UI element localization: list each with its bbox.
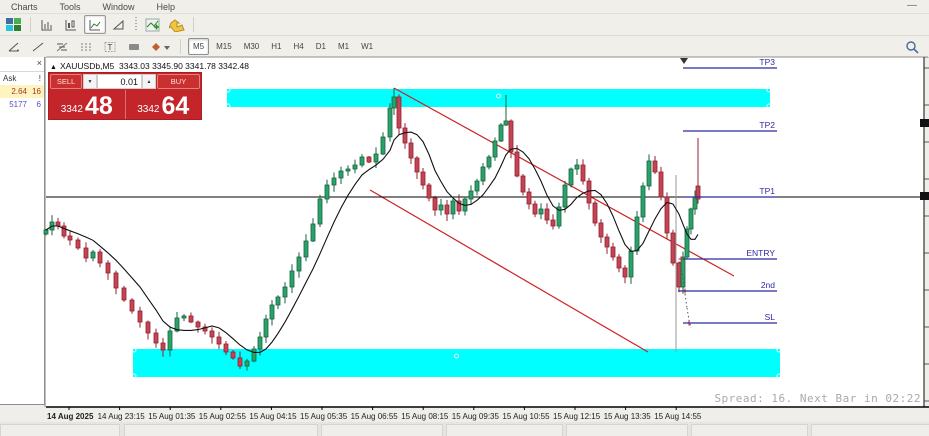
time-label: 15 Aug 04:15 — [249, 412, 297, 421]
trade-levels[interactable]: TP3 TP2 TP1 ENTRY 2nd SL — [678, 57, 777, 324]
buy-price[interactable]: 3342 64 — [126, 90, 202, 119]
menu-item-charts[interactable]: Charts — [11, 1, 38, 12]
moving-average-line — [45, 131, 699, 353]
crosshair-tool-icon[interactable] — [3, 37, 25, 56]
chart-title: ▲ XAUUSDb,M5 3343.03 3345.90 3341.78 3342… — [50, 61, 249, 71]
shapes-dropdown-icon[interactable] — [147, 37, 175, 56]
level-label-TP1: TP1 — [759, 186, 775, 196]
time-label: 15 Aug 14:55 — [654, 412, 702, 421]
time-label: 15 Aug 12:15 — [553, 412, 601, 421]
ask-value: 2.64 — [11, 87, 27, 96]
minimize-icon[interactable]: — — [907, 0, 917, 11]
bottom-panel-segment — [0, 424, 120, 436]
level-label-TP2: TP2 — [759, 120, 775, 130]
market-watch-row[interactable]: 2.64 16 — [0, 85, 44, 98]
level-label-ENTRY: ENTRY — [746, 248, 775, 258]
time-label: 14 Aug 23:15 — [98, 412, 146, 421]
tile-windows-icon[interactable] — [3, 15, 25, 34]
fibonacci-tool-icon[interactable] — [51, 37, 73, 56]
time-label: 15 Aug 10:55 — [502, 412, 550, 421]
timeframe-button-H1[interactable]: H1 — [271, 42, 282, 51]
time-label: 15 Aug 05:35 — [300, 412, 348, 421]
zoom-chart-icon[interactable] — [108, 15, 130, 34]
separator — [135, 17, 137, 32]
bottom-panel-segment — [566, 424, 688, 436]
text-tool-icon[interactable]: T — [99, 37, 121, 56]
search-icon[interactable] — [901, 37, 923, 56]
grid-tool-icon[interactable] — [75, 37, 97, 56]
separator — [180, 39, 181, 54]
rectangle-tool-icon[interactable] — [123, 37, 145, 56]
bottom-panel-segment — [124, 424, 318, 436]
timeframe-button-W1[interactable]: W1 — [361, 42, 374, 51]
volume-down-button[interactable]: ▼ — [83, 74, 97, 89]
bar-chart-icon[interactable] — [36, 15, 58, 34]
timeframe-button-M15[interactable]: M15 — [216, 42, 232, 51]
level-label-TP3: TP3 — [759, 57, 775, 67]
price-axis — [920, 57, 929, 407]
alert-value: 16 — [32, 87, 41, 96]
column-alert: ! — [38, 74, 41, 83]
collapse-triangle-icon[interactable]: ▲ — [50, 64, 57, 71]
timeframe-button-M30[interactable]: M30 — [243, 42, 260, 51]
zone-rectangle[interactable] — [133, 349, 780, 377]
time-label: 14 Aug 2025 — [47, 412, 94, 421]
ohlc-values: 3343.03 3345.90 3341.78 3342.48 — [119, 61, 249, 71]
spread-status: Spread: 16. Next Bar in 02:22 — [714, 392, 921, 405]
volume-up-button[interactable]: ▲ — [142, 74, 156, 89]
market-watch-panel: × Ask ! 2.64 16 5177 6 — [0, 57, 45, 405]
bottom-panel-segment — [811, 424, 929, 436]
time-label: 15 Aug 13:35 — [604, 412, 652, 421]
buy-price-big: 3342 — [137, 104, 160, 115]
sell-price-big: 3342 — [60, 104, 83, 115]
time-label: 15 Aug 09:35 — [452, 412, 500, 421]
symbol-name: XAUUSDb,M5 — [59, 61, 115, 71]
sell-price[interactable]: 3342 48 — [49, 90, 125, 119]
time-label: 15 Aug 02:55 — [199, 412, 247, 421]
bottom-panel — [0, 422, 929, 436]
candlestick-chart-icon[interactable] — [60, 15, 82, 34]
bottom-panel-segment — [446, 424, 563, 436]
close-icon[interactable]: × — [36, 58, 42, 68]
timeframe-button-M1[interactable]: M1 — [337, 42, 350, 51]
toolbar-standard — [0, 14, 929, 36]
time-label: 15 Aug 06:55 — [351, 412, 399, 421]
buy-button[interactable]: BUY — [157, 74, 200, 89]
level-label-SL: SL — [765, 312, 776, 322]
timeframe-bar: M5 M15 M30 H1 H4 D1 M1 W1 — [187, 38, 379, 55]
timeframe-button-M5[interactable]: M5 — [188, 38, 210, 55]
column-ask: Ask — [3, 74, 17, 83]
time-label: 15 Aug 08:15 — [401, 412, 449, 421]
volume-input[interactable]: 0.01 — [97, 74, 142, 89]
time-axis: 14 Aug 2025 14 Aug 23:15 15 Aug 01:35 15 Au… — [46, 406, 929, 421]
indicators-icon[interactable] — [142, 15, 164, 34]
alert-value: 6 — [36, 100, 41, 109]
sell-price-pips: 48 — [84, 92, 113, 120]
separator — [30, 17, 31, 32]
menu-item-window[interactable]: Window — [102, 1, 135, 12]
buy-price-pips: 64 — [161, 92, 190, 120]
line-chart-icon[interactable] — [84, 15, 106, 34]
separator — [193, 17, 194, 32]
market-watch-row[interactable]: 5177 6 — [0, 98, 44, 111]
trendline-tool-icon[interactable] — [27, 37, 49, 56]
level-label-2nd: 2nd — [761, 280, 775, 290]
time-label: 15 Aug 01:35 — [148, 412, 196, 421]
bottom-panel-segment — [321, 424, 443, 436]
menu-item-help[interactable]: Help — [156, 1, 176, 12]
ask-value: 5177 — [9, 100, 27, 109]
templates-icon[interactable] — [166, 15, 188, 34]
bottom-panel-segment — [691, 424, 808, 436]
menu-bar: Charts Tools Window Help — — [0, 0, 929, 14]
svg-text:T: T — [108, 43, 113, 52]
timeframe-button-D1[interactable]: D1 — [315, 42, 326, 51]
one-click-trading-panel: SELL ▼ 0.01 ▲ BUY 3342 48 3342 64 — [49, 73, 201, 119]
trendlines[interactable] — [369, 87, 735, 353]
timeframe-button-H4[interactable]: H4 — [293, 42, 304, 51]
menu-item-tools[interactable]: Tools — [59, 1, 81, 12]
candlesticks — [43, 88, 701, 371]
sell-button[interactable]: SELL — [50, 74, 82, 89]
chart-shift-marker[interactable] — [680, 58, 688, 64]
